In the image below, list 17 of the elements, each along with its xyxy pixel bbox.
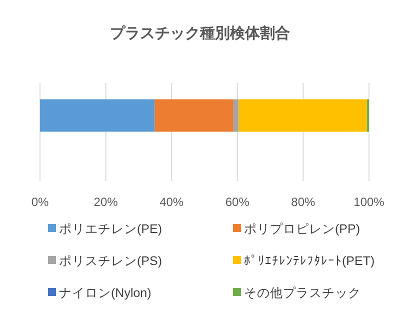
chart-title: プラスチック種別検体割合 [110,25,290,42]
bar [238,99,368,132]
x-tick-label: 80% [291,195,316,209]
legend-label: ポリエチレン(PE) [59,222,162,236]
bar [233,99,239,132]
legend-label: ポリスチレン(PS) [59,254,162,268]
legend-label: ナイロン(Nylon) [59,286,152,300]
x-tick-label: 100% [354,195,385,209]
x-tick-label: 40% [160,195,184,209]
x-tick-label: 20% [94,195,118,209]
x-tick-label: 60% [225,195,250,209]
x-tick-label: 0% [31,195,49,209]
bar [154,99,234,132]
legend-label: ﾎﾟﾘｴﾁﾚﾝﾃﾚﾌﾀﾚｰﾄ(PET) [244,254,375,268]
bar [40,99,155,132]
legend-label: その他プラスチック [244,286,361,300]
legend-label: ポリプロピレン(PP) [244,222,360,236]
